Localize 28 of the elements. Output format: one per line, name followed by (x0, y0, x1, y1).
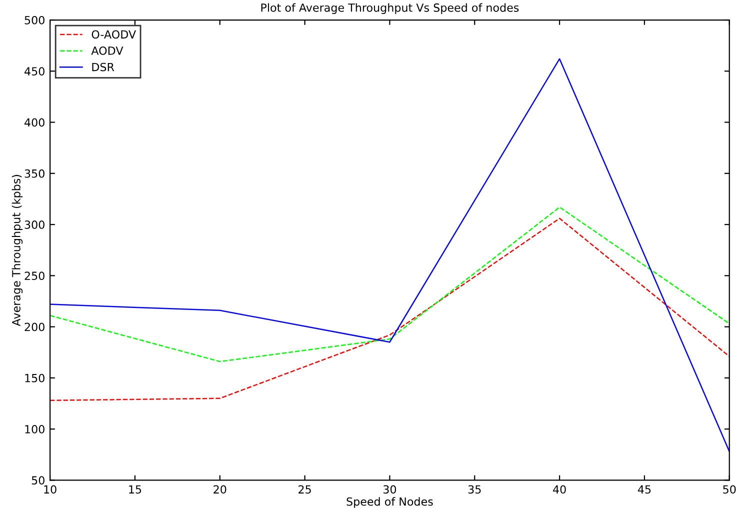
y-tick-label: 350 (24, 169, 44, 178)
chart-title: Plot of Average Throughput Vs Speed of nodes (261, 3, 519, 14)
x-tick-label: 35 (468, 485, 481, 494)
y-tick-label: 250 (24, 272, 44, 280)
x-tick-label: 25 (298, 485, 311, 494)
y-tick-label: 100 (25, 425, 44, 434)
x-axis-title: Speed of Nodes (346, 497, 433, 508)
y-tick-label: 300 (24, 220, 44, 229)
y-tick-label: 200 (24, 322, 44, 332)
line-series (50, 218, 730, 402)
y-tick-label: 50 (32, 476, 44, 485)
y-tick-label: 150 (25, 374, 44, 382)
y-axis-title: Average Throughput (kpbs) (12, 174, 23, 326)
x-tick-label: 45 (638, 485, 651, 494)
y-tick-label: 400 (24, 118, 44, 127)
x-tick-label: 40 (553, 485, 566, 494)
x-tick-label: 10 (44, 485, 56, 494)
legend-label: DSR (92, 62, 114, 72)
x-tick-label: 50 (723, 485, 736, 494)
y-tick-label: 450 (24, 67, 44, 76)
line-series (50, 206, 730, 362)
x-tick-label: 15 (129, 485, 142, 494)
line-series (50, 58, 730, 452)
legend-label: O-AODV (92, 30, 136, 39)
legend-label: AODV (91, 46, 124, 55)
x-tick-label: 30 (383, 485, 396, 494)
x-tick-label: 20 (214, 485, 226, 494)
y-tick-label: 500 (24, 16, 44, 24)
